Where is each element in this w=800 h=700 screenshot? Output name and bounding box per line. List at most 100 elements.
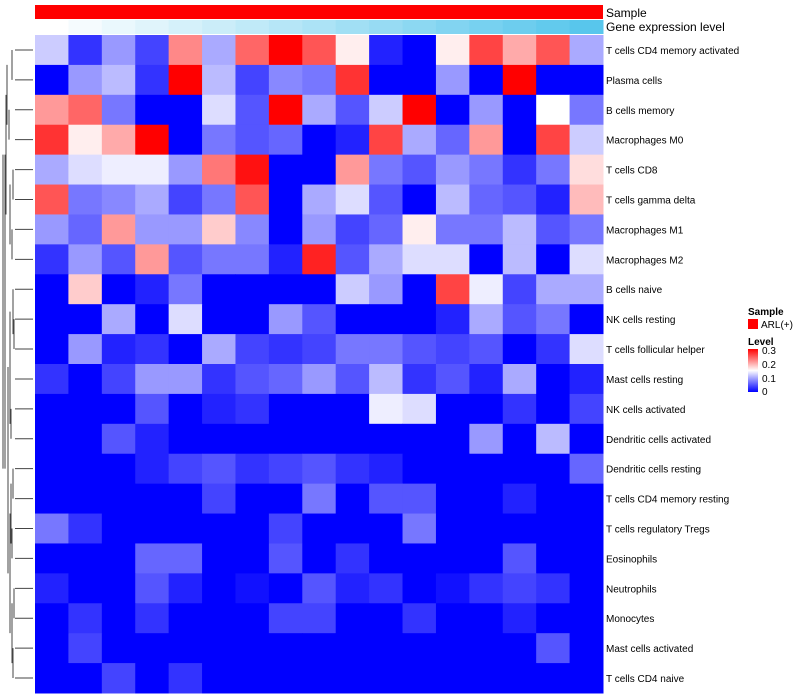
heatmap-cell xyxy=(502,244,537,275)
heatmap-cell xyxy=(402,94,437,126)
heatmap-cell xyxy=(435,423,470,455)
expression-annotation-cell xyxy=(469,20,504,34)
heatmap-cell xyxy=(402,543,437,574)
heatmap-cell xyxy=(536,124,571,156)
expression-annotation-cell xyxy=(369,20,404,34)
heatmap-cell xyxy=(202,513,236,544)
heatmap-cell xyxy=(536,543,571,574)
heatmap-cell xyxy=(335,364,370,395)
heatmap-cell xyxy=(369,35,404,66)
heatmap-cell xyxy=(235,274,270,305)
heatmap-cell xyxy=(135,244,170,275)
heatmap-cell xyxy=(302,64,337,96)
heatmap-cell xyxy=(369,633,404,664)
heatmap-cell xyxy=(402,393,437,425)
heatmap-cell xyxy=(202,184,236,215)
heatmap-cell xyxy=(469,35,504,66)
heatmap-cell xyxy=(369,304,404,335)
heatmap-cell xyxy=(536,663,571,694)
heatmap-cell xyxy=(135,124,170,156)
heatmap-cell xyxy=(68,124,103,156)
heatmap-cell xyxy=(302,633,337,664)
heatmap-cell xyxy=(435,94,470,126)
heatmap-cell xyxy=(569,483,604,515)
heatmap-cell xyxy=(502,334,537,365)
heatmap-cell xyxy=(536,453,571,485)
heatmap-cell xyxy=(101,334,136,365)
heatmap-cell xyxy=(135,304,170,335)
heatmap-cell xyxy=(435,334,470,365)
heatmap-cell xyxy=(502,393,537,425)
expression-annotation-cell xyxy=(101,20,136,34)
row-label: T cells follicular helper xyxy=(606,345,705,356)
heatmap-cell xyxy=(369,64,404,96)
heatmap-cell xyxy=(469,94,504,126)
heatmap-cell xyxy=(402,453,437,485)
heatmap-cell xyxy=(268,244,303,275)
heatmap-cell xyxy=(202,214,236,245)
heatmap-cell xyxy=(135,94,170,126)
heatmap-cell xyxy=(469,364,504,395)
expression-annotation-cell xyxy=(35,20,69,34)
heatmap-cell xyxy=(402,64,437,96)
heatmap-cell xyxy=(168,154,203,186)
heatmap-cell xyxy=(135,154,170,186)
heatmap-cell xyxy=(569,543,604,574)
heatmap-cell xyxy=(502,364,537,395)
row-label: NK cells activated xyxy=(606,405,685,416)
heatmap-cell xyxy=(335,274,370,305)
heatmap-cell xyxy=(135,663,170,694)
annotation-label-sample: Sample xyxy=(606,6,647,20)
heatmap-cell xyxy=(68,154,103,186)
heatmap-cell xyxy=(435,393,470,425)
heatmap-cell xyxy=(335,334,370,365)
heatmap-cell xyxy=(502,304,537,335)
heatmap-cell xyxy=(68,364,103,395)
heatmap-cell xyxy=(101,64,136,96)
heatmap-cell xyxy=(168,304,203,335)
heatmap-cell xyxy=(502,35,537,66)
heatmap-cell xyxy=(168,184,203,215)
heatmap-cell xyxy=(369,423,404,455)
heatmap-cell xyxy=(168,334,203,365)
row-label: Plasma cells xyxy=(606,76,662,87)
heatmap-cell xyxy=(569,124,604,156)
heatmap-cell xyxy=(569,244,604,275)
row-label: Neutrophils xyxy=(606,584,657,595)
heatmap-cell xyxy=(469,214,504,245)
heatmap-cell xyxy=(268,393,303,425)
heatmap-cell xyxy=(68,334,103,365)
heatmap-cell xyxy=(101,244,136,275)
heatmap-cell xyxy=(302,154,337,186)
heatmap-cell xyxy=(369,334,404,365)
heatmap-cell xyxy=(402,633,437,664)
heatmap-cell xyxy=(268,334,303,365)
heatmap-cell xyxy=(35,513,69,544)
heatmap-cell xyxy=(202,663,236,694)
heatmap-cell xyxy=(202,423,236,455)
heatmap-cell xyxy=(168,214,203,245)
heatmap-cell xyxy=(101,543,136,574)
heatmap-cell xyxy=(202,124,236,156)
heatmap-cell xyxy=(402,603,437,634)
heatmap-cell xyxy=(369,184,404,215)
heatmap-cell xyxy=(502,64,537,96)
heatmap-cell xyxy=(369,214,404,245)
heatmap-cell xyxy=(569,274,604,305)
heatmap-cell xyxy=(369,244,404,275)
heatmap-cell xyxy=(101,184,136,215)
row-label: Dendritic cells activated xyxy=(606,435,711,446)
heatmap-cell xyxy=(569,393,604,425)
heatmap-cell xyxy=(569,64,604,96)
heatmap-cell xyxy=(302,603,337,634)
heatmap-cell xyxy=(101,453,136,485)
expression-annotation-cell xyxy=(335,20,370,34)
heatmap-cell xyxy=(268,453,303,485)
row-label: Monocytes xyxy=(606,614,654,625)
heatmap-cell xyxy=(202,64,236,96)
heatmap-cell xyxy=(469,184,504,215)
heatmap-cell xyxy=(135,393,170,425)
heatmap-cell xyxy=(35,64,69,96)
heatmap-cell xyxy=(435,184,470,215)
row-labels: T cells CD4 memory activated Plasma cells… xyxy=(606,46,739,685)
